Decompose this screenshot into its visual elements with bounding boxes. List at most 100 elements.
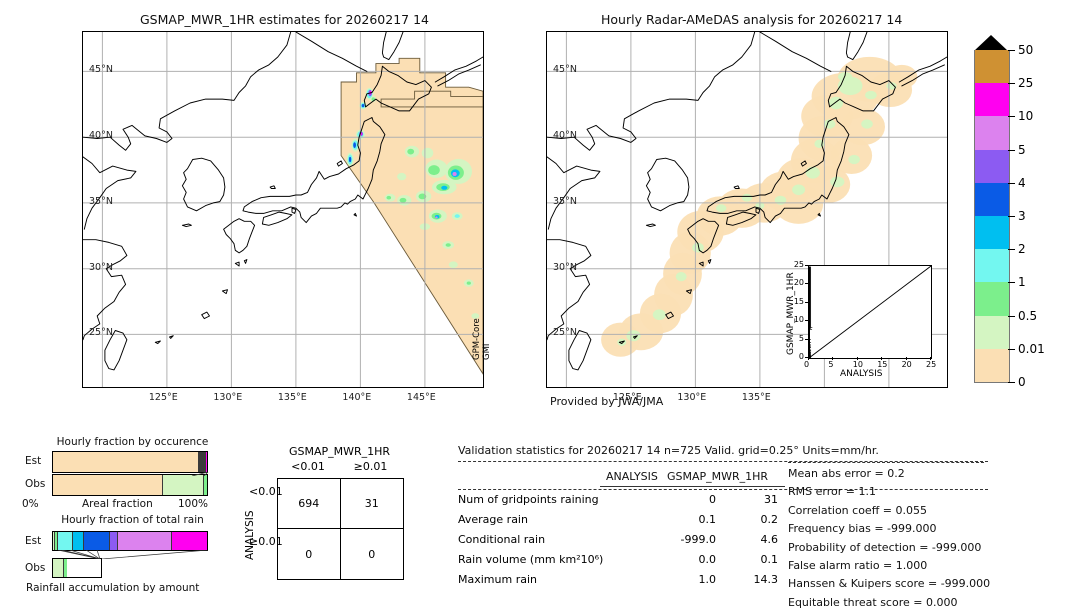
contingency-col-label-1: ≥0.01 xyxy=(353,460,388,473)
validation-score-item: Frequency bias = -999.000 xyxy=(788,522,937,536)
colorbar-band-2[interactable] xyxy=(974,249,1010,283)
total-rain-est-segment-2 xyxy=(57,532,74,550)
contingency-col-label-0: <0.01 xyxy=(291,460,325,473)
validation-row: Rain volume (mm km²10⁶) 0.0 0.1 xyxy=(458,549,778,569)
contingency-cell-hit-none: 694 xyxy=(278,479,341,529)
occurrence-est-segment-1 xyxy=(198,452,200,472)
occurrence-est-segment-3 xyxy=(200,452,203,472)
validation-row: Average rain 0.1 0.2 xyxy=(458,509,778,529)
occurrence-obs-segment-1 xyxy=(163,475,204,495)
colorbar-tick-10 xyxy=(1008,116,1015,118)
colorbar-tick-50 xyxy=(1008,50,1015,51)
colorbar-label-50: 50 xyxy=(1018,43,1034,57)
validation-rule-top xyxy=(458,461,988,462)
colorbar-label-2: 2 xyxy=(1018,242,1026,257)
left-panel-title: GSMAP_MWR_1HR estimates for 20260217 14 xyxy=(140,12,429,27)
colorbar-label-25: 25 xyxy=(1018,76,1034,91)
occurrence-est-segment-6 xyxy=(204,452,206,472)
scores-rule xyxy=(788,462,984,463)
lon-tick-130: 130°E xyxy=(677,392,707,403)
colorbar-band-0.5[interactable] xyxy=(974,315,1010,349)
total-rain-est-segment-0 xyxy=(53,532,55,550)
validation-rule-mid xyxy=(458,489,988,490)
total-rain-est-segment-7 xyxy=(171,532,207,550)
colorbar-label-0.01: 0.01 xyxy=(1018,341,1045,356)
colorbar-band-50[interactable] xyxy=(974,50,1010,84)
occurrence-est-label: Est xyxy=(25,455,42,467)
colorbar-band-0.01[interactable] xyxy=(974,348,1010,383)
validation-score-item: Equitable threat score = 0.000 xyxy=(788,595,958,609)
sensor-instrument-label: GMI xyxy=(482,343,492,360)
occurrence-est-segment-8 xyxy=(206,452,207,472)
occurrence-chart-title: Hourly fraction by occurence xyxy=(56,436,209,448)
total-rain-est-label: Est xyxy=(25,535,42,547)
total-rain-connector-lines xyxy=(57,550,209,559)
scatter-inset-plot[interactable] xyxy=(808,265,932,359)
validation-score-item: Correlation coeff = 0.055 xyxy=(788,503,927,517)
contingency-table[interactable]: 694 31 0 0 xyxy=(277,478,404,580)
lon-tick-140: 140°E xyxy=(342,392,372,403)
contingency-cell-false-alarm: 31 xyxy=(340,479,403,529)
gsmap-estimate-map[interactable] xyxy=(82,31,484,388)
validation-row-label: Rain volume (mm km²10⁶) xyxy=(458,552,604,566)
colorbar-tick-5 xyxy=(1008,149,1015,151)
occurrence-est-segment-4 xyxy=(202,452,204,472)
validation-header: Validation statistics for 20260217 14 n=… xyxy=(458,444,879,457)
total-rain-est-segment-3 xyxy=(73,532,85,550)
occurrence-obs-bar[interactable] xyxy=(52,474,208,496)
colorbar-band-25[interactable] xyxy=(974,83,1010,117)
colorbar-tick-1 xyxy=(1008,282,1015,284)
occurrence-est-segment-0 xyxy=(53,452,199,472)
rainfall-colorbar[interactable]: 50 25 10 5 4 3 2 1 0.5 0.01 0 xyxy=(962,30,1080,420)
total-rain-est-segment-1 xyxy=(54,532,58,550)
total-rain-obs-bar[interactable] xyxy=(52,558,102,578)
validation-row-estimate: 0.1 xyxy=(760,552,779,566)
radar-credit-label: Provided by JWA/JMA xyxy=(550,395,664,408)
colorbar-label-5: 5 xyxy=(1018,142,1026,157)
lon-tick-130: 130°E xyxy=(213,392,243,403)
colorbar-band-4[interactable] xyxy=(974,182,1010,216)
validation-row: Conditional rain -999.0 4.6 xyxy=(458,529,778,549)
occurrence-axis-label: Areal fraction xyxy=(82,498,153,510)
scatter-inset-canvas xyxy=(809,266,931,358)
validation-row-label: Maximum rain xyxy=(458,572,537,586)
colorbar-band-1[interactable] xyxy=(974,282,1010,316)
occurrence-est-segment-7 xyxy=(205,452,207,472)
validation-row-label: Num of gridpoints raining xyxy=(458,492,599,506)
colorbar-label-0: 0 xyxy=(1018,375,1026,389)
contingency-cell-miss: 0 xyxy=(278,529,341,579)
validation-row-analysis: -999.0 xyxy=(680,532,716,546)
validation-row-analysis: 0.1 xyxy=(698,512,717,526)
contingency-col-header: GSMAP_MWR_1HR xyxy=(288,445,391,458)
total-rain-est-bar[interactable] xyxy=(52,531,208,551)
lon-tick-145: 145°E xyxy=(406,392,436,403)
total-rain-obs-segment-0 xyxy=(53,559,64,577)
total-rain-est-segment-4 xyxy=(84,532,111,550)
lon-tick-135: 135°E xyxy=(741,392,771,403)
total-rain-chart-title: Hourly fraction of total rain xyxy=(61,514,204,526)
colorbar-band-10[interactable] xyxy=(974,116,1010,150)
colorbar-band-5[interactable] xyxy=(974,149,1010,183)
colorbar-tick-2 xyxy=(1008,249,1015,251)
sensor-platform-label: GPM-Core xyxy=(472,318,482,360)
validation-row-analysis: 1.0 xyxy=(698,572,717,586)
contingency-row-label-0: <0.01 xyxy=(249,485,283,498)
validation-col-header-estimate: GSMAP_MWR_1HR xyxy=(667,470,769,483)
occurrence-est-bar[interactable] xyxy=(52,451,208,473)
lon-tick-125: 125°E xyxy=(148,392,178,403)
validation-score-item: Hanssen & Kuipers score = -999.000 xyxy=(788,577,991,591)
validation-row-analysis: 0 xyxy=(709,492,716,506)
occurrence-est-segment-2 xyxy=(199,452,201,472)
colorbar-label-3: 3 xyxy=(1018,209,1026,223)
contingency-row-label-1: ≥0.01 xyxy=(249,535,283,548)
occurrence-obs-segment-0 xyxy=(53,475,164,495)
validation-row: Maximum rain 1.0 14.3 xyxy=(458,569,778,589)
colorbar-tick-4 xyxy=(1008,182,1015,184)
lon-tick-135: 135°E xyxy=(277,392,307,403)
validation-row-estimate: 14.3 xyxy=(753,572,779,586)
validation-row-label: Average rain xyxy=(458,512,528,526)
colorbar-band-3[interactable] xyxy=(974,216,1010,250)
occurrence-connector-lines xyxy=(191,472,209,476)
colorbar-label-4: 4 xyxy=(1018,175,1026,190)
contingency-cell-hit: 0 xyxy=(368,547,376,561)
